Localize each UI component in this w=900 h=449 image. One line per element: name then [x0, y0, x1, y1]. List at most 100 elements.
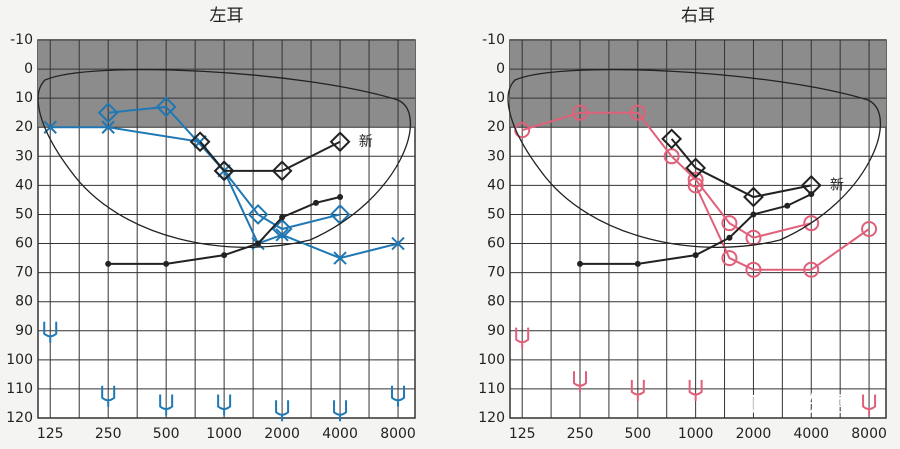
no-response-marker — [862, 394, 877, 416]
dot-marker — [337, 194, 344, 201]
y-tick-label: 100 — [6, 352, 33, 368]
y-tick-label: 60 — [15, 236, 33, 252]
diamond-marker — [97, 102, 119, 124]
y-tick-label: 80 — [487, 294, 505, 310]
circle-marker — [861, 221, 878, 237]
x-tick-label: 4000 — [793, 426, 829, 442]
x-tick-label: 125 — [37, 426, 64, 442]
dot-marker — [105, 260, 112, 267]
x-tick-label: 500 — [153, 426, 180, 442]
dot-marker — [221, 252, 228, 259]
no-response-marker — [275, 400, 290, 422]
y-tick-label: 10 — [487, 90, 505, 106]
diamond-marker — [155, 96, 177, 118]
x-tick-label: 1000 — [678, 426, 714, 442]
y-tick-label: -10 — [482, 32, 505, 48]
series-line — [521, 111, 812, 239]
dot-marker — [750, 211, 757, 218]
annotation: 新 — [830, 177, 844, 193]
y-tick-label: 20 — [487, 119, 505, 135]
y-tick-label: 120 — [6, 410, 33, 426]
dot-marker — [279, 214, 286, 221]
no-response-marker — [573, 371, 588, 393]
y-tick-label: -10 — [10, 32, 33, 48]
no-response-marker — [688, 379, 703, 401]
circle-marker — [721, 250, 738, 267]
diamond-marker — [247, 204, 269, 225]
diamond-marker — [271, 160, 293, 182]
y-tick-label: 80 — [15, 294, 33, 310]
x-tick-label: 8000 — [851, 426, 887, 442]
x-tick-label: 250 — [95, 426, 122, 442]
y-tick-label: 20 — [15, 119, 33, 135]
speech-banana — [507, 68, 882, 248]
x-tick-label: 250 — [567, 426, 594, 442]
y-tick-label: 40 — [15, 177, 33, 193]
speech-banana — [37, 68, 412, 248]
circle-marker — [572, 104, 589, 121]
x-tick-label: 500 — [624, 426, 651, 442]
no-response-marker — [515, 327, 530, 349]
series-line — [108, 105, 341, 231]
y-tick-label: 70 — [15, 265, 33, 281]
diamond-marker — [213, 160, 235, 182]
x-marker — [333, 251, 347, 265]
x-marker — [391, 236, 405, 251]
series-line — [694, 184, 870, 271]
shaded-band — [510, 40, 886, 128]
dot-marker — [313, 199, 320, 206]
x-tick-label: 2000 — [736, 426, 772, 442]
y-tick-label: 110 — [478, 381, 505, 397]
y-tick-label: 30 — [487, 148, 505, 164]
y-tick-label: 90 — [15, 323, 33, 339]
dot-marker — [726, 234, 733, 241]
diamond-marker — [329, 131, 351, 153]
series-line — [199, 140, 341, 172]
shaded-band — [38, 40, 415, 128]
circle-marker — [721, 215, 738, 232]
series-line — [670, 138, 812, 199]
series-line — [50, 126, 399, 260]
y-tick-label: 50 — [487, 206, 505, 222]
dot-marker — [692, 252, 699, 259]
y-tick-label: 50 — [15, 206, 33, 222]
x-tick-label: 125 — [509, 426, 536, 442]
y-tick-label: 100 — [478, 352, 505, 368]
circle-marker — [803, 261, 820, 278]
dot-marker — [577, 260, 584, 267]
x-marker — [275, 228, 289, 242]
y-tick-label: 40 — [487, 177, 505, 193]
diamond-marker — [271, 218, 293, 240]
y-tick-label: 0 — [496, 61, 505, 77]
chart-title: 右耳 — [681, 6, 715, 26]
diamond-marker — [661, 128, 683, 150]
no-response-marker — [159, 394, 174, 416]
dot-marker — [163, 260, 170, 267]
x-marker — [101, 120, 115, 134]
diamond-marker — [189, 131, 211, 153]
dot-marker — [634, 260, 641, 267]
no-response-marker — [391, 385, 406, 407]
y-tick-label: 90 — [487, 323, 505, 339]
circle-marker — [745, 261, 762, 278]
dot-marker — [255, 240, 262, 247]
x-tick-label: 1000 — [206, 426, 242, 442]
y-tick-label: 10 — [15, 90, 33, 106]
dot-marker — [784, 202, 791, 209]
y-tick-label: 0 — [24, 61, 33, 77]
no-response-marker — [333, 400, 348, 422]
diamond-marker — [685, 157, 707, 179]
y-tick-label: 60 — [487, 236, 505, 252]
y-tick-label: 120 — [478, 410, 505, 426]
watermark: 知乎 @知否 — [735, 393, 852, 418]
x-tick-label: 8000 — [380, 426, 416, 442]
circle-marker — [687, 177, 704, 194]
annotation: 新 — [359, 134, 373, 150]
y-tick-label: 70 — [487, 265, 505, 281]
y-tick-label: 110 — [6, 381, 33, 397]
circle-marker — [629, 104, 646, 121]
circle-marker — [663, 148, 680, 165]
